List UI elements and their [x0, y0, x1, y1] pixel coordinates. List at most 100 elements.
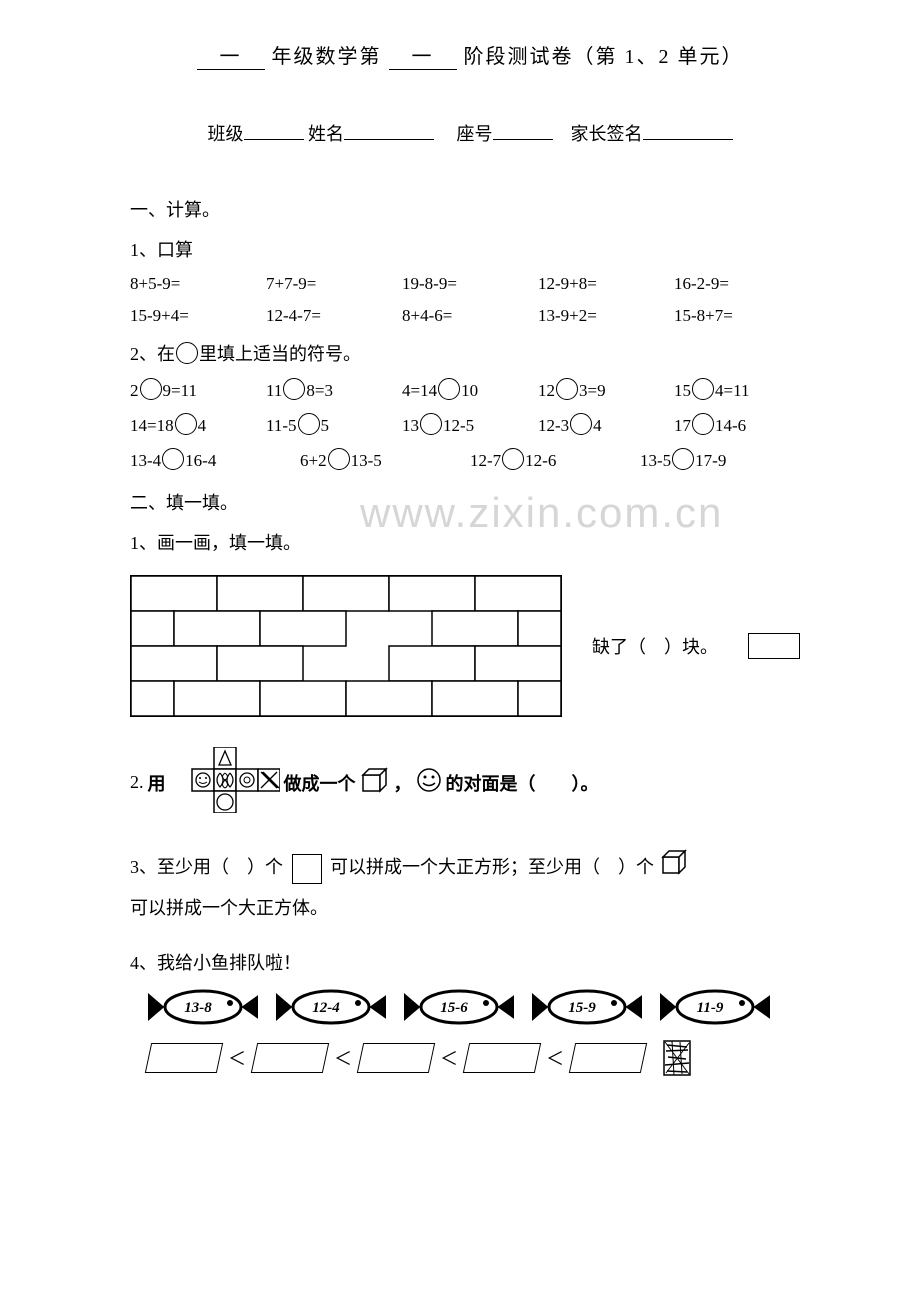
class-label: 班级	[208, 124, 244, 144]
circle-icon	[176, 342, 198, 364]
sign-item[interactable]: 29=11	[130, 378, 266, 401]
q2-comma: ，	[394, 770, 412, 796]
min-squares-question: 3、至少用（ ）个 可以拼成一个大正方形；至少用（ ）个 可以拼成一个大正方体。	[130, 848, 810, 929]
calc-item[interactable]: 16-2-9=	[674, 274, 810, 294]
title-mid1: 年级数学第	[272, 46, 382, 68]
fill-circle[interactable]	[672, 448, 694, 470]
calc-item[interactable]: 7+7-9=	[266, 274, 402, 294]
fill-circle[interactable]	[438, 378, 460, 400]
q2-use: 用	[148, 770, 166, 796]
q2-opposite: 的对面是（ ）。	[446, 770, 599, 796]
q3-c: 可以拼成一个大正方体。	[130, 898, 328, 918]
sign-item[interactable]: 12-712-6	[470, 448, 640, 471]
parent-sign-blank[interactable]	[643, 139, 733, 140]
fill-circle[interactable]	[570, 413, 592, 435]
fish-order-heading: 4、我给小鱼排队啦！	[130, 949, 810, 975]
calc-item[interactable]: 19-8-9=	[402, 274, 538, 294]
s1-sub2: 2、在 里填上适当的符号。	[130, 340, 810, 366]
order-box[interactable]	[251, 1043, 329, 1073]
fill-circle[interactable]	[556, 378, 578, 400]
svg-text:12-4: 12-4	[312, 1000, 340, 1016]
calc-item[interactable]: 12-4-7=	[266, 306, 402, 326]
svg-text:15-9: 15-9	[568, 1000, 596, 1016]
calc-item[interactable]: 15-9+4=	[130, 306, 266, 326]
lt-sign: ＜	[440, 1045, 458, 1071]
mental-calc-block: 8+5-9=7+7-9=19-8-9=12-9+8=16-2-9= 15-9+4=…	[130, 274, 810, 326]
page-title: 一 年级数学第 一 阶段测试卷（第 1、2 单元）	[130, 40, 810, 70]
s1-sub2-pre: 2、在	[130, 344, 175, 364]
sign-item[interactable]: 6+213-5	[300, 448, 470, 471]
fill-circle[interactable]	[140, 378, 162, 400]
cube-net-icon	[170, 747, 280, 818]
smiley-icon	[416, 767, 442, 798]
fish-item: 13-8	[148, 985, 258, 1029]
stage-blank[interactable]: 一	[389, 40, 457, 70]
fish-row: 13-8 12-4 15-6	[148, 985, 810, 1029]
order-box[interactable]	[357, 1043, 435, 1073]
fill-circle[interactable]	[162, 448, 184, 470]
calc-item[interactable]: 13-9+2=	[538, 306, 674, 326]
fill-circle[interactable]	[502, 448, 524, 470]
sign-row: 14=18411-551312-512-341714-6	[130, 413, 810, 436]
fish-item: 11-9	[660, 985, 770, 1029]
brick-question: 缺了（ ）块。	[130, 575, 810, 717]
fill-circle[interactable]	[692, 378, 714, 400]
order-box[interactable]	[145, 1043, 223, 1073]
grade-blank[interactable]: 一	[197, 40, 265, 70]
svg-text:13-8: 13-8	[184, 1000, 212, 1016]
fish-item: 15-9	[532, 985, 642, 1029]
fish-item: 12-4	[276, 985, 386, 1029]
lt-sign: ＜	[546, 1045, 564, 1071]
lt-sign: ＜	[334, 1045, 352, 1071]
sign-item[interactable]: 1312-5	[402, 413, 538, 436]
section-2-heading: 二、填一填。	[130, 489, 810, 515]
parent-label: 家长签名	[571, 124, 643, 144]
sign-item[interactable]: 1714-6	[674, 413, 810, 436]
seat-blank[interactable]	[493, 139, 553, 140]
sign-item[interactable]: 12-34	[538, 413, 674, 436]
cube-net-question: 2. 用	[130, 747, 810, 818]
ordering-answer-row: ＜ ＜ ＜ ＜	[148, 1039, 810, 1077]
calc-item[interactable]: 15-8+7=	[674, 306, 810, 326]
sign-item[interactable]: 13-517-9	[640, 448, 810, 471]
name-label: 姓名	[308, 124, 344, 144]
fill-circle[interactable]	[420, 413, 442, 435]
sign-item[interactable]: 11-55	[266, 413, 402, 436]
class-blank[interactable]	[244, 139, 304, 140]
order-box[interactable]	[463, 1043, 541, 1073]
order-box[interactable]	[569, 1043, 647, 1073]
calc-row: 15-9+4=12-4-7=8+4-6=13-9+2=15-8+7=	[130, 306, 810, 326]
fill-circle[interactable]	[298, 413, 320, 435]
name-blank[interactable]	[344, 139, 434, 140]
svg-text:11-9: 11-9	[697, 1000, 724, 1016]
brick-wall-diagram	[130, 575, 562, 717]
calc-item[interactable]: 8+5-9=	[130, 274, 266, 294]
fill-circle[interactable]	[283, 378, 305, 400]
q2-index: 2.	[130, 772, 144, 793]
sign-item[interactable]: 13-416-4	[130, 448, 300, 471]
fill-sign-block: 29=11118=34=1410123=9154=1114=18411-5513…	[130, 378, 810, 471]
calc-item[interactable]: 8+4-6=	[402, 306, 538, 326]
small-cube-icon	[661, 849, 689, 890]
sign-item[interactable]: 118=3	[266, 378, 402, 401]
fill-circle[interactable]	[328, 448, 350, 470]
fill-circle[interactable]	[692, 413, 714, 435]
fish-item: 15-6	[404, 985, 514, 1029]
student-info-line: 班级 姓名 座号 家长签名	[130, 120, 810, 146]
missing-bricks-label: 缺了（ ）块。	[592, 633, 718, 659]
fill-circle[interactable]	[175, 413, 197, 435]
seat-label: 座号	[457, 124, 493, 144]
s1-sub2-post: 里填上适当的符号。	[199, 344, 361, 364]
cube-icon	[360, 767, 390, 798]
s1-sub1: 1、口算	[130, 236, 810, 262]
sign-item[interactable]: 154=11	[674, 378, 810, 401]
answer-box-icon[interactable]	[748, 633, 800, 659]
sign-item[interactable]: 14=184	[130, 413, 266, 436]
calc-item[interactable]: 12-9+8=	[538, 274, 674, 294]
title-tail: 阶段测试卷（第 1、2 单元）	[464, 46, 744, 68]
sign-item[interactable]: 4=1410	[402, 378, 538, 401]
square-icon	[292, 854, 322, 884]
svg-text:15-6: 15-6	[440, 1000, 468, 1016]
sign-item[interactable]: 123=9	[538, 378, 674, 401]
lt-sign: ＜	[228, 1045, 246, 1071]
